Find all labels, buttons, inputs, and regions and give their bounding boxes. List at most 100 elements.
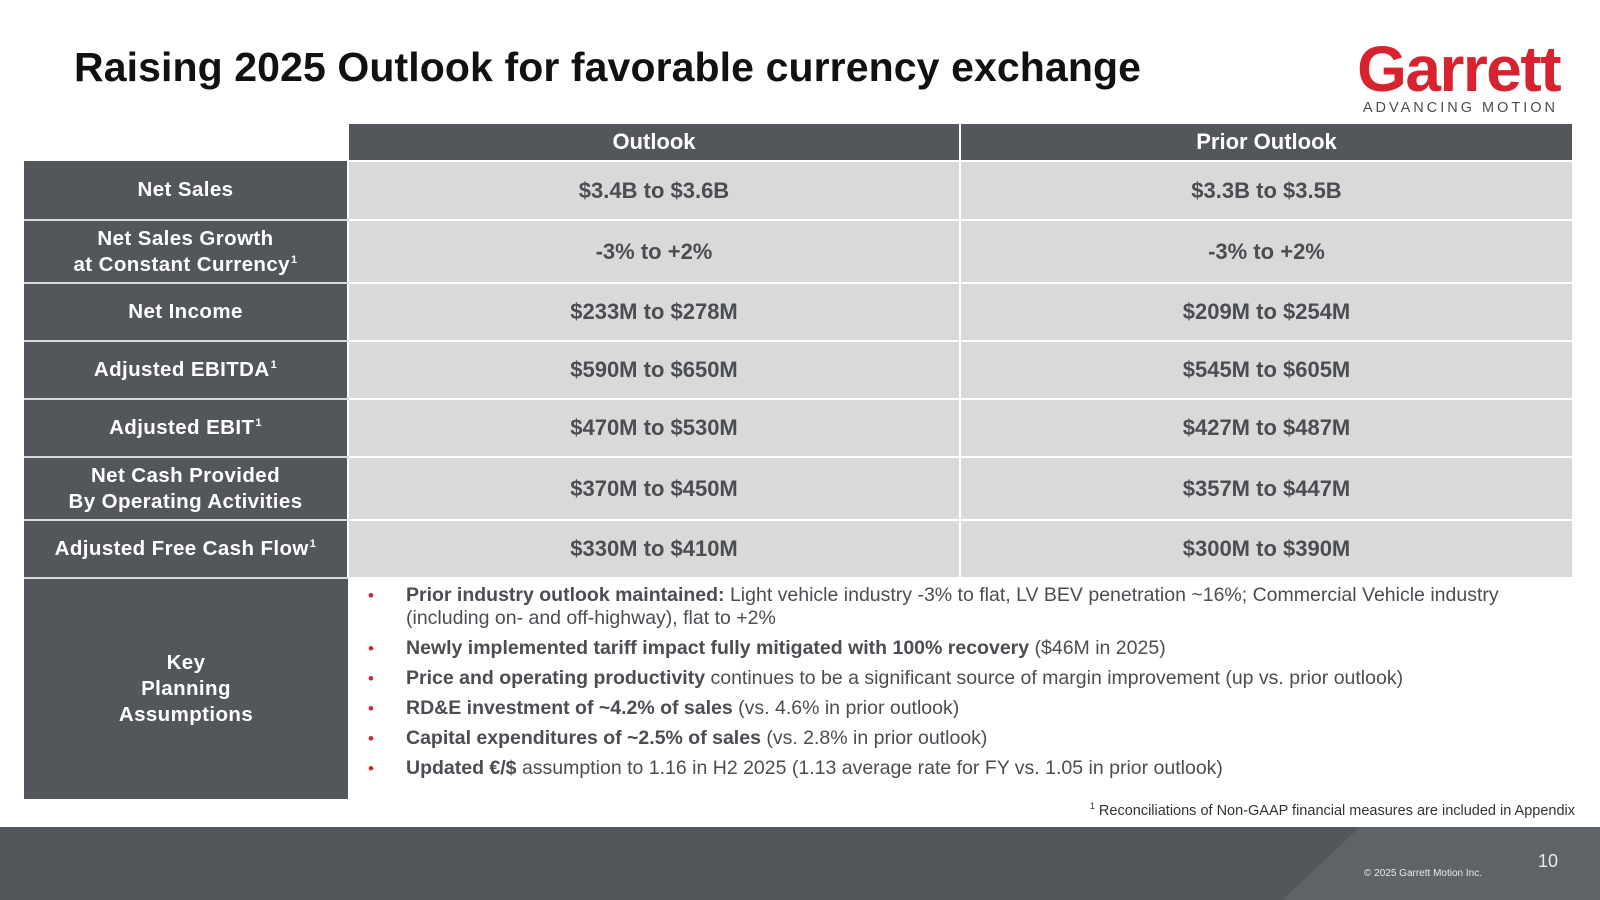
prior-outlook-value: $209M to $254M [959,283,1572,342]
prior-value-text: -3% to +2% [1208,238,1325,264]
bullet-text: assumption to 1.16 in H2 2025 (1.13 aver… [516,757,1223,779]
row-label-text: Net Income [128,300,243,323]
bullet-dot-icon: • [368,669,374,688]
bullet-dot-icon: • [368,639,374,658]
page-title: Raising 2025 Outlook for favorable curre… [74,44,1142,90]
table-row: Adjusted EBITDA1 $590M to $650M $545M to… [24,341,1572,400]
outlook-value-text: $233M to $278M [570,299,738,324]
outlook-value-text: -3% to +2% [595,238,713,264]
row-label-net-cash-provided: Net Cash Provided By Operating Activitie… [24,457,348,521]
row-label-text: Adjusted EBIT [109,416,255,439]
footnote-marker: 1 [1089,801,1095,811]
row-label-net-sales: Net Sales [24,161,348,221]
row-label-text: Net Cash Provided [90,463,281,487]
bullet-text: (vs. 2.8% in prior outlook) [760,727,988,749]
footer-bar: © 2025 Garrett Motion Inc. 10 [0,827,1600,900]
table-row: Net Income $233M to $278M $209M to $254M [24,283,1572,342]
outlook-value: $330M to $410M [347,520,960,579]
bullet-text: continues to be a significant source of … [705,667,1404,689]
list-item: • Price and operating productivity contin… [368,667,1572,690]
bullet-bold-text: Capital expenditures of ~2.5% of sales [406,727,761,749]
bullet-bold-text: Newly implemented tariff impact fully mi… [406,637,1030,659]
list-item: • Newly implemented tariff impact fully m… [368,637,1572,660]
key-planning-bullets: • Prior industry outlook maintained: Ligh… [348,578,1572,799]
outlook-value: $370M to $450M [347,457,960,521]
bullet-dot-icon: • [368,586,374,605]
outlook-value-text: $590M to $650M [570,357,738,382]
page-number: 10 [1538,851,1559,871]
assumption-list: • Prior industry outlook maintained: Ligh… [348,579,1572,780]
outlook-value: $233M to $278M [347,283,960,342]
garrett-logo: Garrett ADVANCING MOTION [1330,33,1561,124]
outlook-value-text: $370M to $450M [570,475,738,501]
prior-outlook-value: $545M to $605M [959,341,1572,400]
outlook-value: $470M to $530M [347,399,960,458]
table-row: Adjusted EBIT1 $470M to $530M $427M to $… [24,399,1572,458]
table-row: Net Sales $3.4B to $3.6B $3.3B to $3.5B [24,161,1572,221]
row-label-adjusted-ebit: Adjusted EBIT1 [24,399,348,458]
row-label-adjusted-fcf: Adjusted Free Cash Flow1 [24,520,348,579]
prior-value-text: $3.3B to $3.5B [1191,177,1342,203]
bullet-bold-text: Price and operating productivity [406,667,706,689]
table-row: Adjusted Free Cash Flow1 $330M to $410M … [24,520,1572,579]
bullet-dot-icon: • [368,699,374,718]
outlook-value: -3% to +2% [347,220,960,284]
prior-value-text: $427M to $487M [1182,415,1351,440]
prior-value-text: $545M to $605M [1182,357,1351,382]
row-label-text: Adjusted EBITDA [93,358,270,381]
row-label-text: Key [166,651,206,674]
logo-wordmark: Garrett [1357,33,1561,105]
outlook-value-text: $3.4B to $3.6B [578,177,730,203]
list-item: • Prior industry outlook maintained: Ligh… [368,584,1572,630]
bullet-dot-icon: • [368,729,374,748]
key-planning-label: Key Planning Assumptions [24,578,348,799]
row-label-text: Net Sales [137,178,234,201]
prior-value-text: $209M to $254M [1182,299,1351,324]
row-label-text: By Operating Activities [68,489,303,513]
footnote-marker: 1 [255,417,262,430]
row-label-text: Planning [141,677,231,700]
bullet-text: Light vehicle industry -3% to flat, LV B… [406,584,1499,629]
list-item: • RD&E investment of ~4.2% of sales (vs. … [368,697,1572,720]
row-label-adjusted-ebitda: Adjusted EBITDA1 [24,341,348,400]
header-prior-outlook: Prior Outlook [959,124,1572,162]
footnote-marker: 1 [309,538,317,551]
footnote-text: Reconciliations of Non-GAAP financial me… [1094,802,1575,819]
table-row: Net Sales Growth at Constant Currency1 -… [24,220,1572,284]
prior-outlook-value: $300M to $390M [959,520,1572,579]
list-item: • Capital expenditures of ~2.5% of sales … [368,727,1572,750]
copyright-text: © 2025 Garrett Motion Inc. [1364,868,1482,879]
bullet-bold-text: Prior industry outlook maintained: [406,584,725,606]
header-outlook: Outlook [347,124,960,162]
header-blank-cell [24,124,348,161]
bullet-bold-text: RD&E investment of ~4.2% of sales [406,697,733,719]
row-label-text: Assumptions [118,703,254,726]
outlook-value-text: $330M to $410M [570,536,738,561]
logo-tagline: ADVANCING MOTION [1362,100,1558,116]
outlook-value-text: $470M to $530M [570,415,738,440]
list-item: • Updated €/$ assumption to 1.16 in H2 20… [368,757,1572,780]
table-row: Net Cash Provided By Operating Activitie… [24,457,1572,521]
prior-outlook-value: -3% to +2% [959,220,1572,284]
prior-outlook-value: $427M to $487M [959,399,1572,458]
bullet-bold-text: Updated €/$ [406,757,517,779]
bullet-text: (vs. 4.6% in prior outlook) [732,697,960,719]
footer-accent-shape [1282,827,1600,900]
row-label-text: Adjusted Free Cash Flow [54,537,309,560]
outlook-value: $3.4B to $3.6B [347,161,960,221]
row-label-text: Net Sales Growth [97,226,274,250]
prior-outlook-value: $3.3B to $3.5B [959,161,1572,221]
bullet-text: ($46M in 2025) [1029,637,1166,659]
row-label-net-income: Net Income [24,283,348,342]
footnote: 1 Reconciliations of Non-GAAP financial … [1090,801,1575,819]
prior-value-text: $357M to $447M [1182,475,1351,501]
table-header-row: Outlook Prior Outlook [24,124,1572,162]
row-label-text: at Constant Currency [73,252,290,276]
footnote-marker: 1 [270,359,278,372]
footnote-marker: 1 [290,253,298,266]
outlook-value: $590M to $650M [347,341,960,400]
prior-value-text: $300M to $390M [1182,536,1351,561]
outlook-table: Outlook Prior Outlook Net Sales $3.4B to… [24,124,1572,799]
key-planning-row: Key Planning Assumptions • Prior industry… [24,578,1572,799]
prior-outlook-value: $357M to $447M [959,457,1572,521]
